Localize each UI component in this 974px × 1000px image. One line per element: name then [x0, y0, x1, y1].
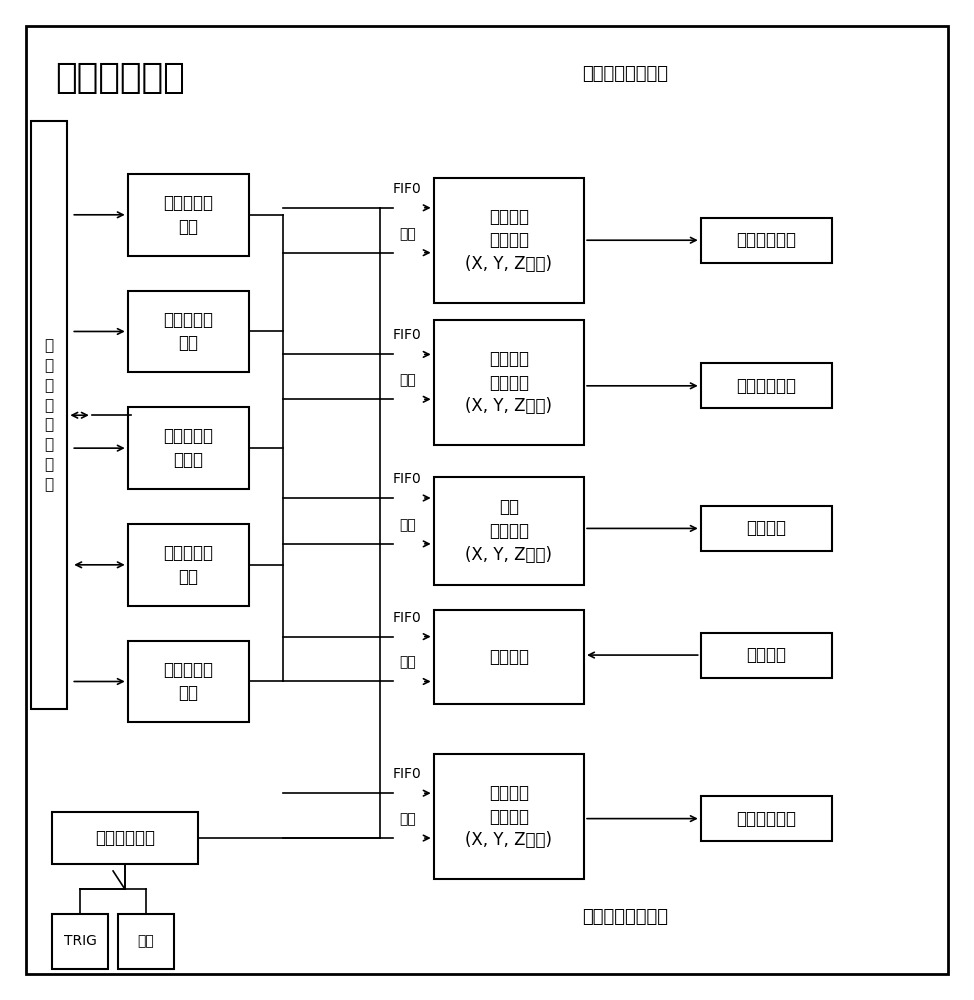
Text: FIF0: FIF0: [393, 328, 422, 342]
Text: 光纤陀螺接口: 光纤陀螺接口: [736, 231, 796, 249]
Text: 光纤陀螺缓
冲区: 光纤陀螺缓 冲区: [164, 194, 213, 236]
Bar: [321, 470, 929, 939]
Bar: [128, 407, 249, 489]
Bar: [433, 477, 584, 585]
Text: 温度接口: 温度接口: [746, 519, 786, 537]
Bar: [52, 812, 198, 864]
Bar: [52, 914, 108, 969]
Bar: [128, 291, 249, 372]
Bar: [433, 320, 584, 445]
Text: 与
上
位
机
通
信
总
线: 与 上 位 机 通 信 总 线: [45, 338, 54, 492]
Bar: [128, 174, 249, 256]
Text: FIF0: FIF0: [393, 182, 422, 196]
Bar: [433, 754, 584, 879]
Text: 加速度计缓
冲区: 加速度计缓 冲区: [164, 311, 213, 352]
Bar: [118, 914, 174, 969]
Text: 通信模块缓
冲区: 通信模块缓 冲区: [164, 544, 213, 586]
Bar: [321, 56, 929, 445]
Bar: [700, 363, 832, 408]
Text: FIF0: FIF0: [393, 472, 422, 486]
Bar: [321, 460, 929, 744]
Text: 触发: 触发: [399, 227, 416, 241]
Text: 光纤陀螺
仿真模块
(X, Y, Z三轴): 光纤陀螺 仿真模块 (X, Y, Z三轴): [466, 208, 552, 273]
Text: 时钟: 时钟: [137, 934, 155, 948]
Text: 激光陀螺缓
冲区: 激光陀螺缓 冲区: [164, 661, 213, 702]
Text: TRIG: TRIG: [63, 934, 96, 948]
Bar: [433, 610, 584, 704]
Text: 数据同步模块: 数据同步模块: [94, 829, 155, 847]
Text: 温度
仿真模块
(X, Y, Z三轴): 温度 仿真模块 (X, Y, Z三轴): [466, 498, 552, 564]
Bar: [700, 506, 832, 551]
Text: 激光陀螺接口: 激光陀螺接口: [736, 810, 796, 828]
Bar: [30, 121, 67, 709]
Text: FIF0: FIF0: [393, 767, 422, 781]
Text: 加速度计
仿真模块
(X, Y, Z三轴): 加速度计 仿真模块 (X, Y, Z三轴): [466, 350, 552, 415]
Bar: [700, 796, 832, 841]
Text: 加速度计接口: 加速度计接口: [736, 377, 796, 395]
Text: 触发: 触发: [399, 656, 416, 670]
Text: FIF0: FIF0: [393, 611, 422, 625]
Text: 触发: 触发: [399, 518, 416, 532]
Bar: [128, 641, 249, 722]
Bar: [700, 633, 832, 678]
Bar: [128, 524, 249, 606]
Text: 通信模块: 通信模块: [489, 648, 529, 666]
Text: 并行通信接口: 并行通信接口: [55, 61, 184, 95]
Text: 光纤捷联惯导模式: 光纤捷联惯导模式: [582, 65, 668, 83]
Text: 温度传感器
缓冲区: 温度传感器 缓冲区: [164, 427, 213, 469]
Bar: [700, 218, 832, 263]
Text: 触发: 触发: [399, 812, 416, 826]
Text: 激光捷联惯导模式: 激光捷联惯导模式: [582, 908, 668, 926]
Bar: [433, 178, 584, 303]
Text: 通信接口: 通信接口: [746, 646, 786, 664]
Text: 触发: 触发: [399, 373, 416, 387]
Text: 激光陀螺
仿真模块
(X, Y, Z三轴): 激光陀螺 仿真模块 (X, Y, Z三轴): [466, 784, 552, 849]
